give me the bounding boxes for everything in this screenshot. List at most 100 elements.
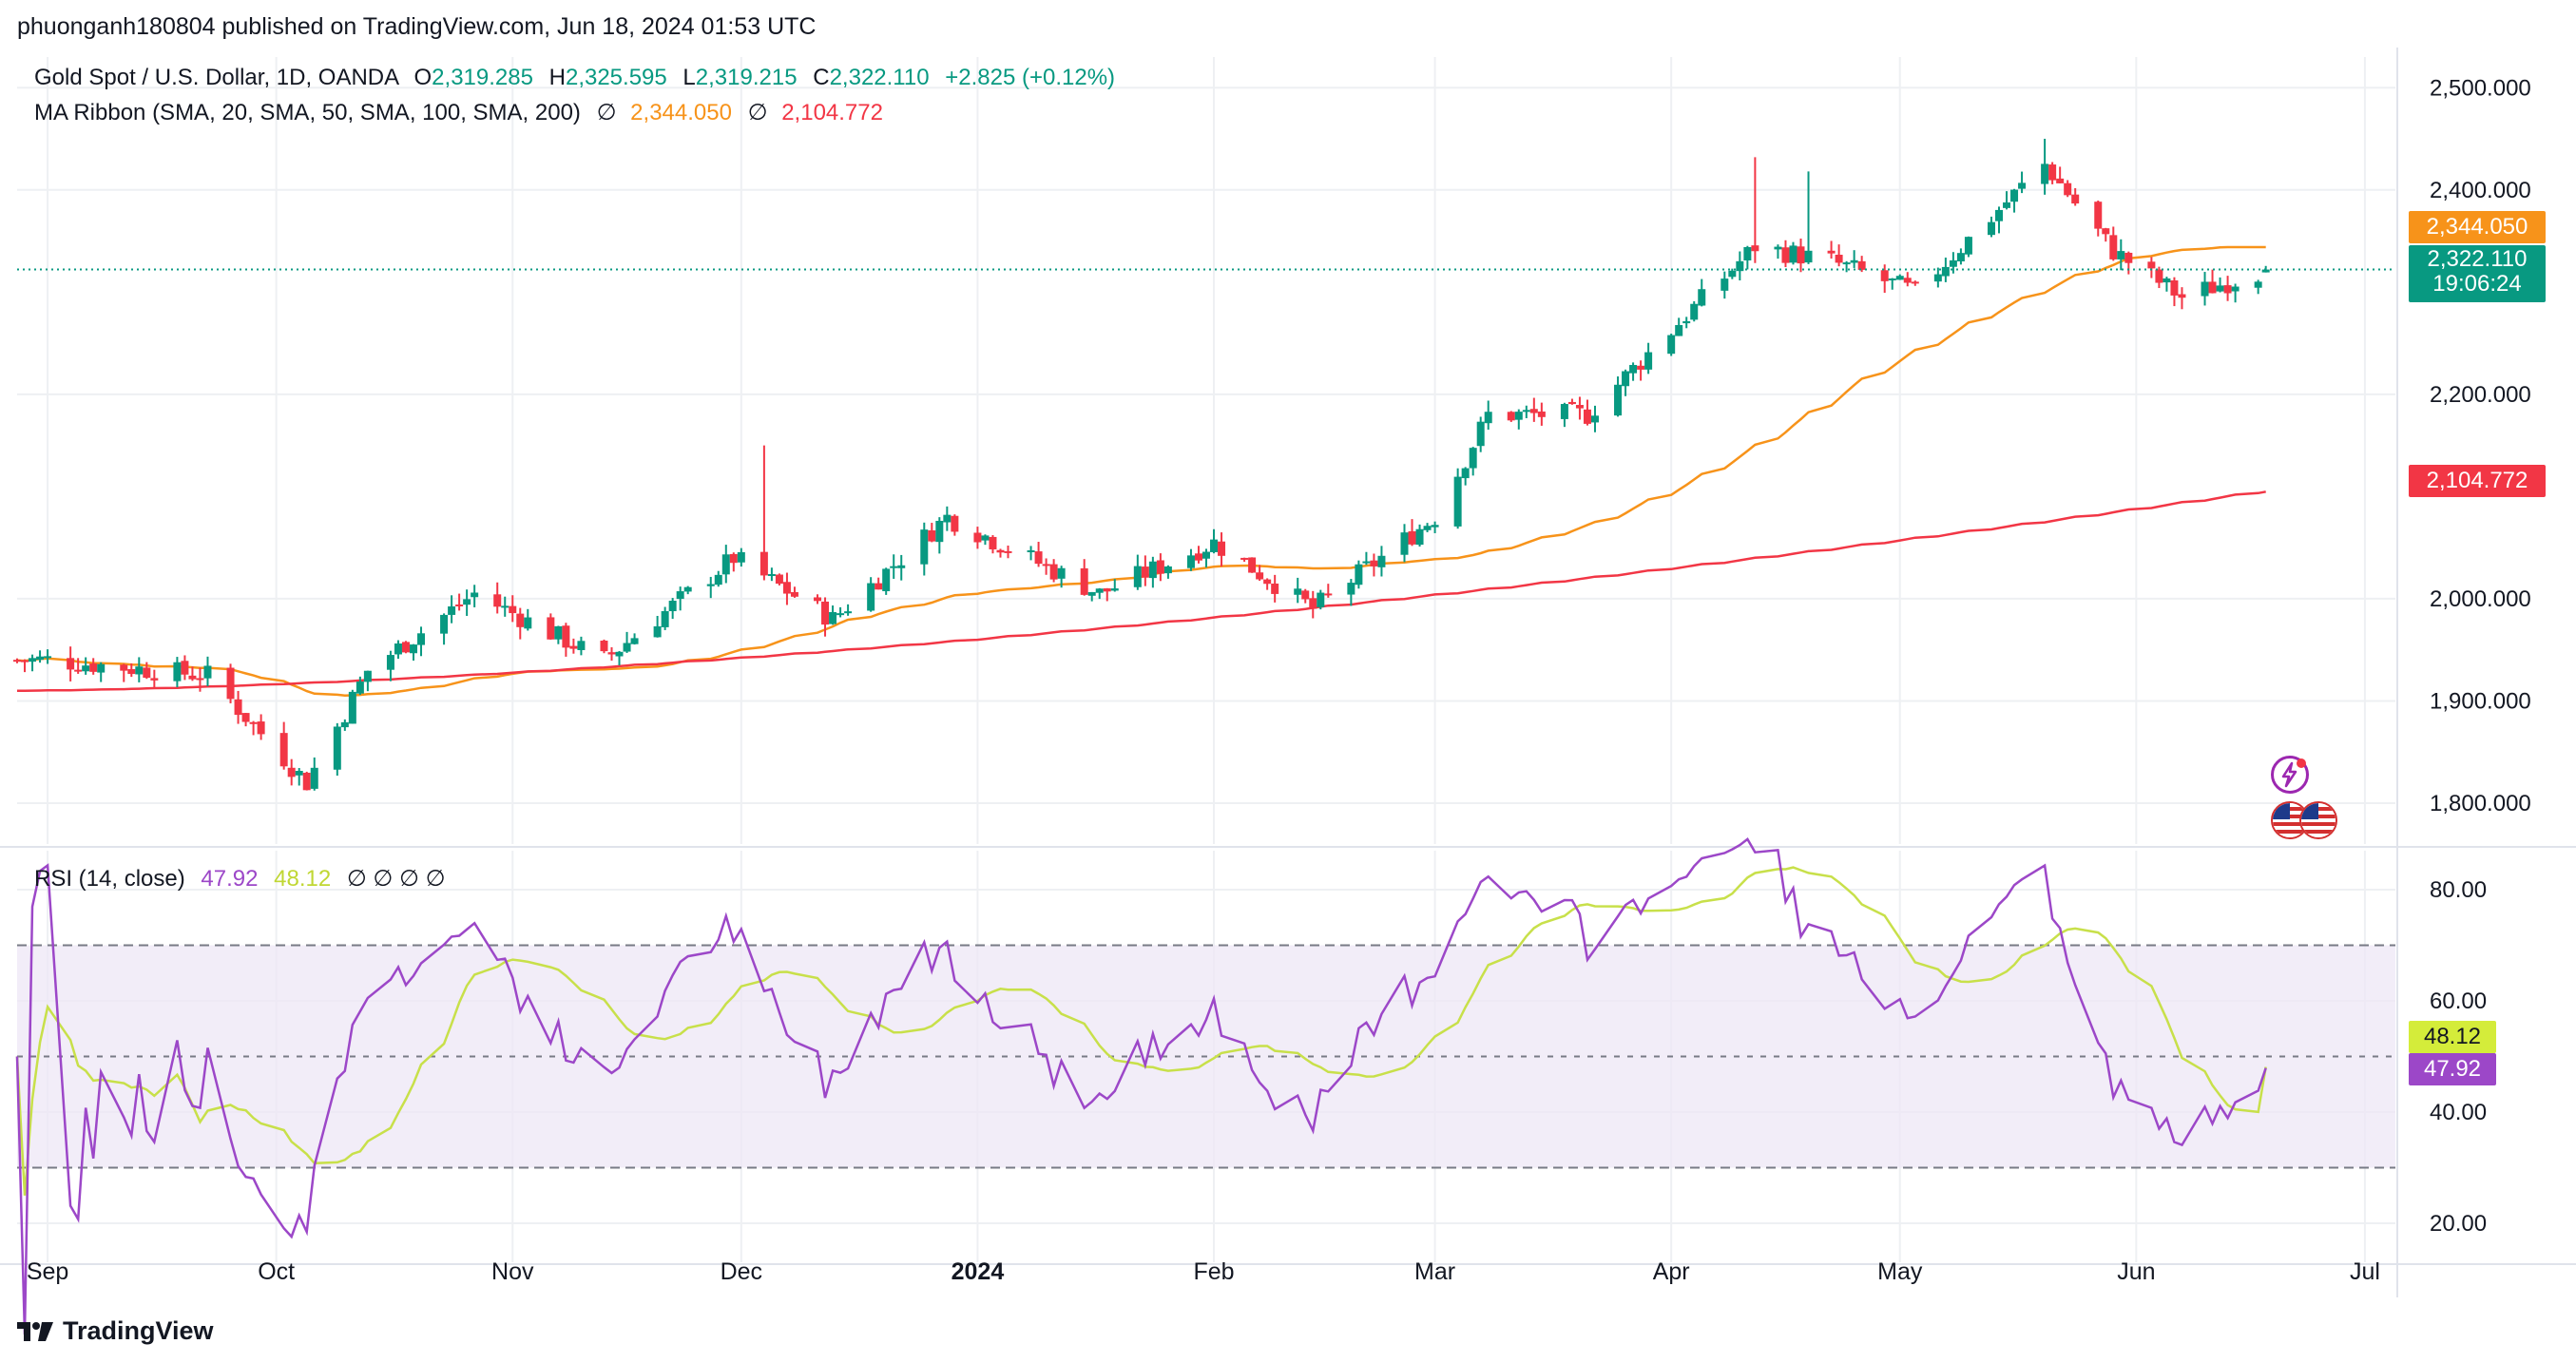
price-tick-label: 1,800.000 [2430, 791, 2531, 816]
price-tick-label: 2,500.000 [2430, 75, 2531, 101]
ma-null-icon-2: ∅ [747, 100, 768, 125]
lightning-bolt-icon[interactable] [2271, 756, 2309, 794]
candle-body [1995, 209, 2003, 221]
us-flag-icon[interactable] [2271, 801, 2309, 839]
candle-body [36, 656, 45, 661]
candle-body [1567, 401, 1576, 405]
candle-body [2094, 202, 2103, 229]
candle-body [875, 583, 883, 590]
candle-body [2147, 261, 2156, 269]
tradingview-brand[interactable]: TradingView [17, 1316, 214, 1346]
candle-body [1751, 245, 1759, 252]
rsi-null-icons: ∅ ∅ ∅ ∅ [346, 866, 446, 892]
candle-body [1987, 221, 1995, 236]
candle-body [1210, 539, 1219, 552]
candle-body [996, 549, 1005, 553]
candle-body [630, 638, 639, 644]
ma-slow-value: 2,104.772 [781, 100, 883, 125]
candle-body [1622, 371, 1630, 387]
rsi-legend: RSI (14, close) 47.92 48.12 ∅ ∅ ∅ ∅ [34, 865, 446, 893]
candle-body [120, 664, 128, 671]
candle-body [2231, 286, 2240, 292]
candle-body [943, 514, 952, 523]
candle-body [1956, 253, 1965, 262]
candle-body [2064, 182, 2072, 196]
candle-body [2117, 251, 2125, 259]
candle-body [2018, 182, 2027, 189]
candle-body [1156, 560, 1164, 574]
candle-body [821, 601, 830, 625]
rsi-tick-label: 20.00 [2430, 1211, 2487, 1237]
candle-body [363, 670, 372, 682]
rsi-series [15, 837, 2267, 1335]
candle-body [410, 644, 417, 654]
candle-body [173, 662, 182, 682]
candle-body [74, 669, 83, 672]
rsi-line [15, 837, 2267, 1335]
ohlc-open-label: O [413, 65, 433, 90]
candle-body [1469, 448, 1477, 469]
candle-body [951, 515, 959, 532]
candle-body [1537, 411, 1546, 417]
candle-body [150, 678, 159, 681]
candle-body [1728, 270, 1737, 278]
candle-body [759, 551, 768, 576]
candle-body [1880, 270, 1889, 281]
candle-body [1194, 553, 1202, 561]
candle-body [1400, 532, 1409, 555]
us-flag-icon-2[interactable] [2299, 801, 2337, 839]
candle-body [2261, 269, 2270, 273]
candle-body [1133, 566, 1142, 587]
candle-body [2071, 194, 2080, 204]
candle-body [2216, 285, 2224, 292]
candle-body [2201, 281, 2209, 297]
candle-body [1034, 551, 1043, 565]
rsi-value: 47.92 [201, 866, 259, 892]
candle-body [2170, 280, 2179, 296]
candle-body [714, 574, 722, 586]
time-tick-label: May [1877, 1258, 1923, 1285]
candle-body [241, 713, 250, 722]
time-tick-label: Jul [2350, 1258, 2380, 1285]
candle-body [1614, 384, 1623, 416]
candle-body [401, 642, 410, 653]
candle-body [814, 597, 822, 602]
candle-body [600, 641, 608, 652]
candle-body [386, 655, 394, 670]
candle-body [683, 586, 692, 592]
candle-body [935, 520, 944, 543]
candle-body [676, 591, 684, 600]
candle-body [1163, 566, 1172, 574]
candle-body [2041, 163, 2049, 184]
candle-body [1522, 410, 1530, 413]
candle-body [1835, 254, 1843, 263]
rsi-title[interactable]: RSI (14, close) [34, 866, 185, 892]
bar-countdown: 19:06:24 [2432, 271, 2522, 297]
candle-body [1087, 591, 1096, 596]
candle-body [2163, 278, 2171, 283]
candle-body [524, 617, 532, 629]
candle-body [356, 682, 364, 694]
candle-body [661, 610, 669, 627]
candle-body [973, 532, 982, 543]
candle-body [1248, 557, 1257, 573]
candle-body [1057, 567, 1066, 579]
candle-body [234, 699, 242, 716]
candle-body [706, 584, 715, 586]
candle-body [394, 643, 402, 655]
candle-body [1774, 246, 1782, 250]
candle-body [13, 660, 21, 662]
rsi-ma-value: 48.12 [274, 866, 332, 892]
ma-ribbon-title[interactable]: MA Ribbon (SMA, 20, SMA, 50, SMA, 100, S… [34, 100, 581, 125]
candle-body [1698, 289, 1706, 306]
candle-body [287, 767, 296, 777]
symbol-title[interactable]: Gold Spot / U.S. Dollar, 1D, OANDA [34, 65, 398, 90]
candle-body [1560, 404, 1568, 419]
rsi-tick-label: 80.00 [2430, 877, 2487, 903]
candle-body [867, 583, 875, 611]
ohlc-close: 2,322.110 [829, 65, 930, 90]
candle-body [623, 643, 631, 652]
candle-body [188, 675, 197, 680]
candle-body [44, 656, 52, 659]
time-tick-label: Dec [721, 1258, 762, 1285]
